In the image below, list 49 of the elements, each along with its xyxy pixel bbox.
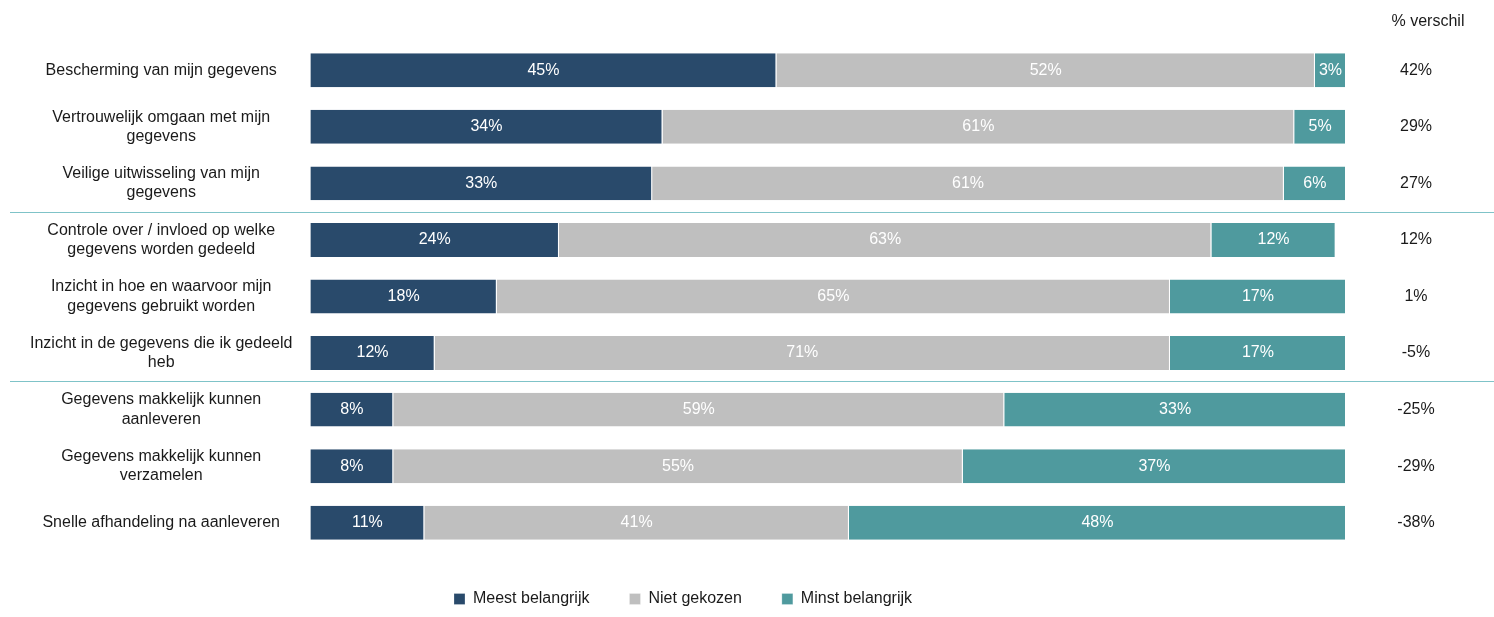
text: % verschil [1391,12,1465,30]
text: -5% [1401,343,1431,361]
y-tick-label: Gegevens makkelijk kunnen aanleveren [61,390,262,427]
data-label: 41% [620,513,653,531]
data-label: 3% [1318,60,1343,78]
data-label: 34% [470,117,503,135]
y-tick-label: Vertrouwelijk omgaan met mijn gegevens [52,107,271,144]
data-label: 71% [786,343,819,361]
data-label: 63% [869,230,902,248]
data-label: 61% [962,117,995,135]
y-tick-label: Gegevens makkelijk kunnen verzamelen [61,446,262,484]
data-label: 18% [387,286,420,304]
y-tick-label: Inzicht in de gegevens die ik gedeeld heb [30,333,293,371]
legend-label: Meest belangrijk [472,589,591,607]
text: -25% [1397,400,1435,418]
text: 42% [1399,60,1433,78]
text: 12% [1399,230,1433,248]
data-label: 48% [1081,513,1114,531]
data-label: 8% [340,456,364,474]
text: 29% [1399,117,1433,135]
y-tick-label: Bescherming van mijn gegevens [45,60,277,78]
data-label: 61% [951,173,985,191]
data-label: 6% [1303,173,1327,191]
data-label: 37% [1138,456,1171,474]
data-label: 45% [527,60,560,78]
data-label: 17% [1241,286,1274,304]
data-label: 8% [340,400,364,418]
data-label: 59% [682,400,715,418]
text: 27% [1399,173,1433,191]
text: -29% [1397,456,1435,474]
y-tick-label: Snelle afhandeling na aanleveren [42,513,280,531]
data-label: 55% [662,456,695,474]
text: 1% [1404,286,1428,304]
legend-label: Minst belangrijk [800,589,914,607]
data-label: 11% [351,513,383,531]
data-label: 33% [465,173,498,191]
data-label: 17% [1241,343,1274,361]
data-label: 5% [1308,117,1332,135]
y-tick-label: Inzicht in hoe en waarvoor mijn gegevens gebruikt worden [50,277,272,314]
data-label: 65% [817,286,850,304]
legend-label: Niet gekozen [648,589,742,607]
text: -38% [1397,513,1435,531]
data-label: 12% [1257,230,1290,248]
data-label: 33% [1159,400,1192,418]
data-label: 12% [356,343,389,361]
data-label: 24% [418,230,451,248]
y-tick-label: Controle over / invloed op welke gegevens worden gedeeld [47,220,276,257]
y-tick-label: Veilige uitwisseling van mijn gegevens [62,164,260,201]
data-label: 52% [1029,60,1062,78]
